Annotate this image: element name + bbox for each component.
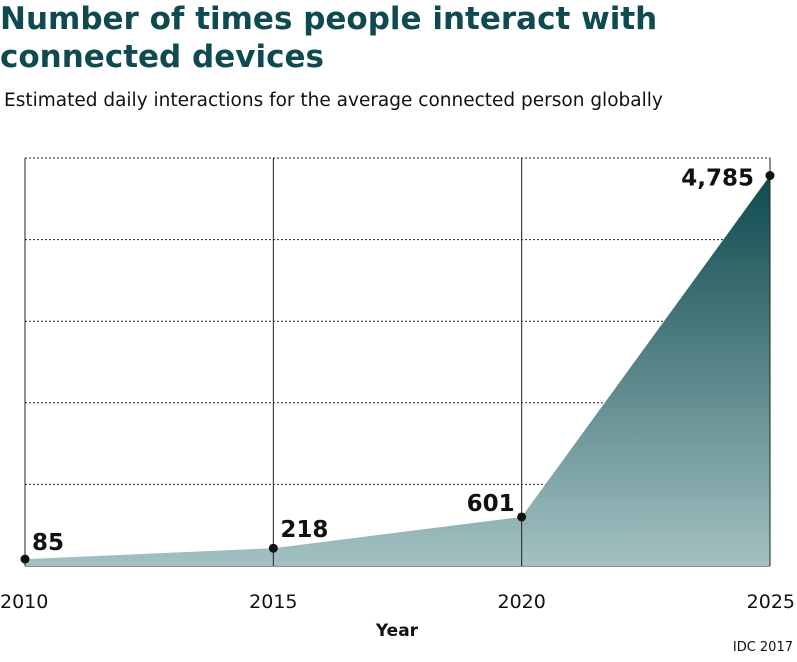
x-axis-title: Year bbox=[375, 621, 419, 641]
data-point bbox=[20, 554, 30, 564]
area-series bbox=[25, 175, 770, 566]
data-point bbox=[517, 512, 527, 522]
x-tick-label: 2020 bbox=[497, 591, 545, 613]
x-tick-label: 2010 bbox=[0, 591, 48, 613]
data-label: 85 bbox=[32, 530, 64, 556]
chart-subtitle: Estimated daily interactions for the ave… bbox=[4, 90, 663, 111]
data-point bbox=[765, 171, 775, 181]
data-label: 218 bbox=[280, 517, 328, 543]
data-point bbox=[268, 543, 278, 553]
x-tick-label: 2015 bbox=[249, 591, 297, 613]
source-note: IDC 2017 bbox=[732, 640, 793, 655]
data-points bbox=[20, 171, 775, 564]
x-tick-label: 2025 bbox=[747, 591, 795, 613]
chart-title: Number of times people interact with con… bbox=[0, 1, 658, 75]
data-label: 601 bbox=[467, 491, 515, 517]
data-label: 4,785 bbox=[681, 166, 754, 192]
data-labels: 85 218 601 4,785 bbox=[32, 166, 754, 557]
vertical-gridlines bbox=[24, 158, 771, 566]
x-tick-labels: 2010 2015 2020 2025 bbox=[0, 591, 795, 613]
